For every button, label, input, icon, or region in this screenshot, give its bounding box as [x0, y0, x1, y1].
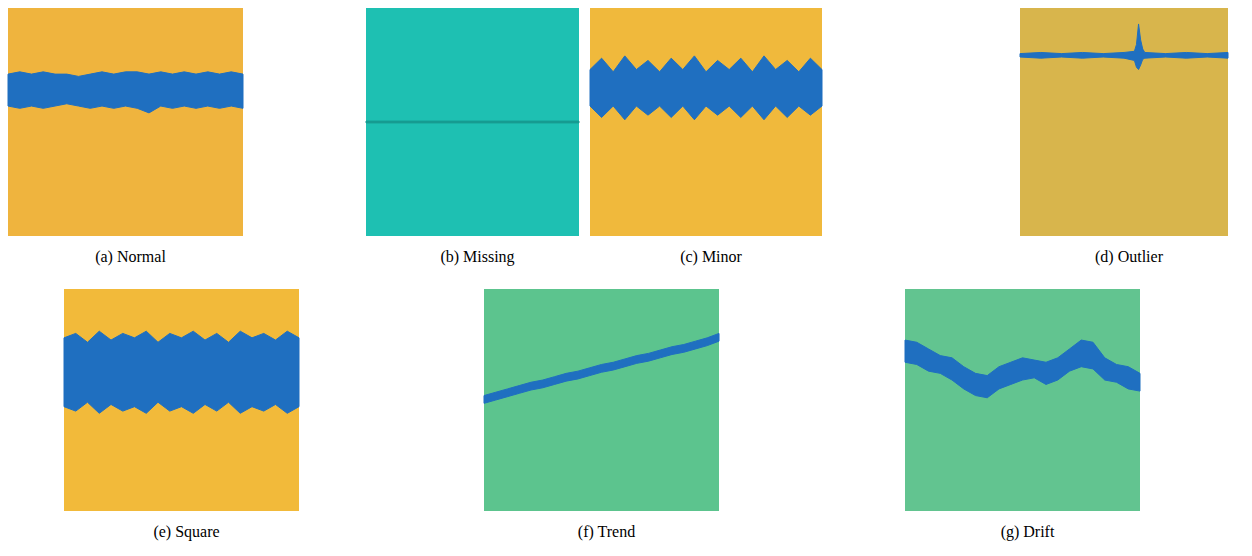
svg-text:(d) Outlier: (d) Outlier: [1095, 248, 1164, 266]
svg-text:(e) Square: (e) Square: [153, 523, 219, 541]
svg-text:(b) Missing: (b) Missing: [440, 248, 514, 266]
svg-text:(c) Minor: (c) Minor: [680, 248, 742, 266]
svg-text:(a) Normal: (a) Normal: [95, 248, 166, 266]
svg-text:(g) Drift: (g) Drift: [1001, 523, 1055, 541]
svg-text:(f) Trend: (f) Trend: [578, 523, 635, 541]
